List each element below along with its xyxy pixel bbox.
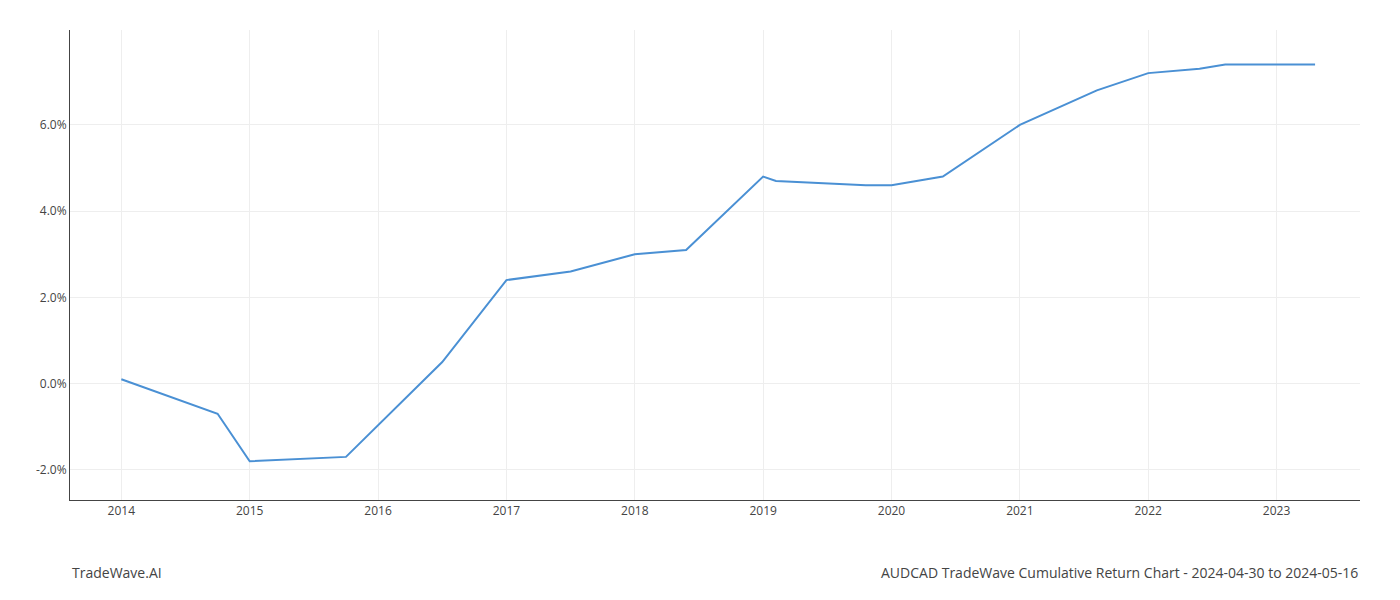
svg-text:0.0%: 0.0%	[40, 375, 67, 392]
svg-text:2014: 2014	[108, 502, 136, 519]
svg-text:AUDCAD TradeWave Cumulative Re: AUDCAD TradeWave Cumulative Return Chart…	[881, 563, 1358, 582]
svg-text:2021: 2021	[1006, 502, 1033, 519]
svg-text:2017: 2017	[493, 502, 521, 519]
svg-text:2016: 2016	[364, 502, 392, 519]
svg-text:2020: 2020	[878, 502, 906, 519]
svg-text:2018: 2018	[621, 502, 649, 519]
svg-text:2015: 2015	[236, 502, 264, 519]
svg-text:2.0%: 2.0%	[40, 289, 67, 306]
svg-text:-2.0%: -2.0%	[36, 461, 67, 478]
svg-text:2022: 2022	[1134, 502, 1162, 519]
svg-text:TradeWave.AI: TradeWave.AI	[72, 563, 162, 582]
svg-text:6.0%: 6.0%	[40, 116, 67, 133]
svg-text:2019: 2019	[749, 502, 777, 519]
svg-text:2023: 2023	[1263, 502, 1291, 519]
svg-text:4.0%: 4.0%	[40, 202, 67, 219]
